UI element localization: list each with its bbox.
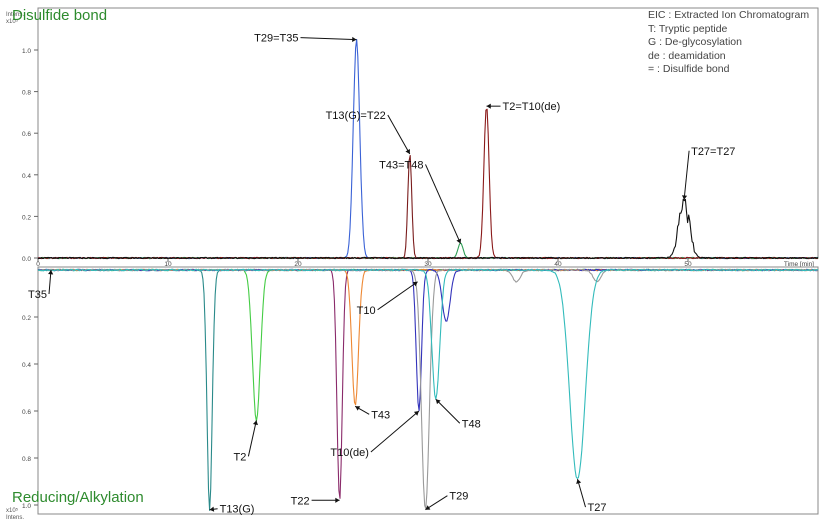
annotation-arrowhead xyxy=(405,149,410,154)
annotation-arrowhead xyxy=(425,505,431,510)
peak-label: T13(G)=T22 xyxy=(326,110,386,122)
legend-line-1: EIC : Extracted Ion Chromatogram xyxy=(648,9,810,21)
annotation-arrow xyxy=(387,114,411,155)
peak-label: T22 xyxy=(291,495,310,507)
annotation-arrowhead xyxy=(252,420,258,426)
bottom-series-trace xyxy=(37,268,819,510)
annotation-arrowhead xyxy=(576,479,582,484)
legend-line-3: G : De-glycosylation xyxy=(648,36,742,48)
top-series-trace xyxy=(37,108,819,260)
annotation-arrowhead xyxy=(456,238,462,244)
peak-label: T43=T48 xyxy=(379,159,423,171)
x-tick-label: 40 xyxy=(554,261,562,268)
peak-label: T27 xyxy=(588,502,607,514)
bottom-plot-frame xyxy=(37,266,819,515)
legend-line-5: = : Disulfide bond xyxy=(648,63,730,75)
bottom-y-axis-multiplier: x10⁵ xyxy=(6,507,19,514)
top-y-tick-label: 1.0 xyxy=(22,48,31,55)
annotation-arrow xyxy=(300,37,357,41)
top-y-tick-label: 0.4 xyxy=(22,173,31,180)
annotation-arrow xyxy=(425,495,448,511)
x-tick-label: 50 xyxy=(684,261,692,268)
peak-label: T13(G) xyxy=(220,504,255,516)
annotation-arrowhead xyxy=(413,411,419,416)
legend-line-2: T: Tryptic peptide xyxy=(648,22,728,35)
top-y-tick-label: 0.8 xyxy=(22,90,31,97)
x-axis-label: Time [min] xyxy=(784,261,814,268)
x-tick-label: 30 xyxy=(424,261,432,268)
annotation-arrowhead xyxy=(209,506,215,512)
top-panel: 0.0 0.2 0.4 0.6 0.8 1.0 Intens.x10⁵ 0 10 20 30 40 50… xyxy=(6,7,819,268)
annotation-arrowhead xyxy=(355,406,361,411)
bottom-y-tick-label: 0.2 xyxy=(22,315,31,322)
peak-label: T43 xyxy=(371,409,390,421)
x-tick-label: 0 xyxy=(36,261,40,268)
top-y-axis-multiplier: x10⁵ xyxy=(6,18,19,25)
top-y-tick-label: 0.0 xyxy=(22,256,31,263)
peak-label: T29=T35 xyxy=(254,33,298,45)
legend: EIC : Extracted Ion Chromatogram T: Tryp… xyxy=(648,9,809,77)
x-tick-label: 20 xyxy=(294,261,302,268)
annotation-arrow xyxy=(377,281,418,311)
top-panel-title: Disulfide bond xyxy=(12,7,108,24)
peak-label: T27=T27 xyxy=(691,146,735,158)
bottom-y-tick-label: 1.0 xyxy=(22,503,31,510)
x-tick-label: 10 xyxy=(164,261,172,268)
annotation-arrow xyxy=(683,150,690,200)
top-y-tick-label: 0.2 xyxy=(22,214,31,221)
top-series-trace xyxy=(37,242,819,260)
peak-label: T2 xyxy=(234,451,247,463)
top-y-axis-label: Intens. xyxy=(6,12,24,18)
annotation-arrow xyxy=(370,410,420,453)
annotation-arrowhead xyxy=(435,399,441,405)
peak-label: T10 xyxy=(357,305,376,317)
bottom-panel-title: Reducing/Alkylation xyxy=(12,489,144,506)
annotation-arrowhead xyxy=(335,497,340,503)
bottom-y-tick-label: 0.8 xyxy=(22,456,31,463)
top-y-tick-label: 0.6 xyxy=(22,131,31,138)
peak-label: T2=T10(de) xyxy=(503,101,561,113)
bottom-y-tick-label: 0.4 xyxy=(22,362,31,369)
bottom-series-trace xyxy=(37,268,819,479)
annotation-arrowhead xyxy=(486,103,491,109)
bottom-y-axis-label: Intens. xyxy=(6,515,24,521)
annotation-arrow xyxy=(435,398,461,424)
annotation-arrowhead xyxy=(681,195,688,200)
annotation-arrow xyxy=(577,479,586,508)
peak-label: T48 xyxy=(462,418,481,430)
annotation-arrowhead xyxy=(412,281,418,287)
bottom-y-tick-label: 0.6 xyxy=(22,409,31,416)
legend-line-4: de : deamidation xyxy=(648,49,726,62)
annotation-arrowhead xyxy=(352,36,357,43)
peak-label: T10(de) xyxy=(330,447,369,459)
annotation-arrow xyxy=(425,164,461,244)
annotation-arrow xyxy=(247,420,257,457)
top-series-trace xyxy=(37,198,819,260)
peak-label: T29 xyxy=(449,491,468,503)
annotation-arrowhead xyxy=(48,270,54,275)
peak-label: T35 xyxy=(28,289,47,301)
